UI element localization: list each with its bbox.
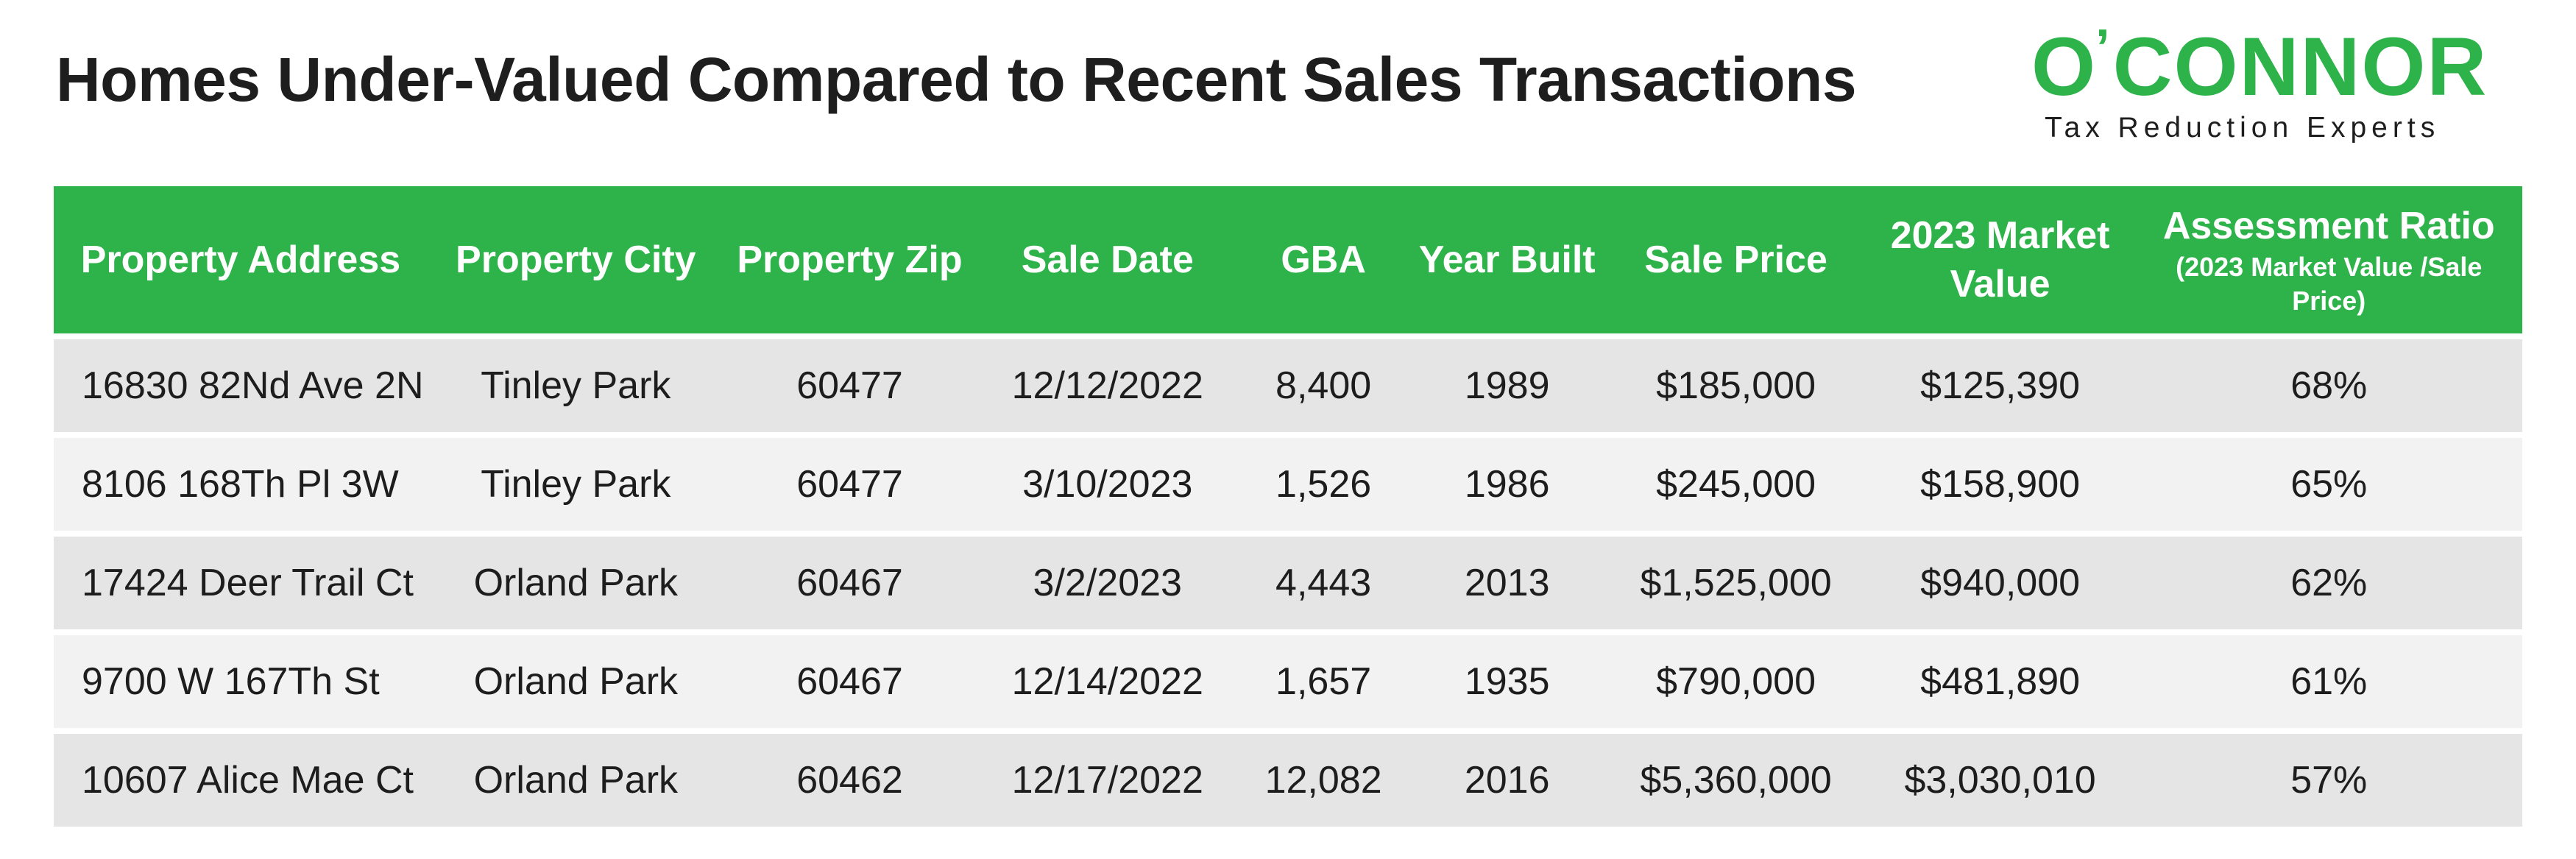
cell-city: Orland Park: [427, 629, 724, 728]
cell-address: 17424 Deer Trail Ct: [54, 531, 428, 629]
cell-market-value: $481,890: [1864, 629, 2136, 728]
cell-address: 10607 Alice Mae Ct: [54, 728, 428, 827]
table-row: 8106 168Th Pl 3W Tinley Park 60477 3/10/…: [54, 432, 2522, 531]
cell-zip: 60477: [723, 333, 976, 432]
cell-year-built: 2016: [1406, 728, 1607, 827]
cell-year-built: 1986: [1406, 432, 1607, 531]
cell-city: Orland Park: [427, 728, 724, 827]
column-header-year-built: Year Built: [1406, 186, 1607, 333]
cell-assessment-ratio: 61%: [2135, 629, 2522, 728]
cell-gba: 8,400: [1239, 333, 1407, 432]
cell-assessment-ratio: 57%: [2135, 728, 2522, 827]
cell-market-value: $158,900: [1864, 432, 2136, 531]
cell-sale-price: $790,000: [1607, 629, 1865, 728]
page-title: Homes Under-Valued Compared to Recent Sa…: [56, 45, 1857, 114]
cell-gba: 4,443: [1239, 531, 1407, 629]
column-header-assessment-ratio-note: (2023 Market Value /Sale Price): [2176, 252, 2483, 316]
cell-sale-price: $185,000: [1607, 333, 1865, 432]
cell-market-value: $125,390: [1864, 333, 2136, 432]
column-header-sale-price: Sale Price: [1607, 186, 1865, 333]
table-row: 10607 Alice Mae Ct Orland Park 60462 12/…: [54, 728, 2522, 827]
cell-zip: 60477: [723, 432, 976, 531]
cell-sale-price: $5,360,000: [1607, 728, 1865, 827]
cell-city: Orland Park: [427, 531, 724, 629]
cell-address: 16830 82Nd Ave 2N: [54, 333, 428, 432]
cell-sale-price: $245,000: [1607, 432, 1865, 531]
cell-gba: 12,082: [1239, 728, 1407, 827]
cell-gba: 1,526: [1239, 432, 1407, 531]
cell-sale-date: 12/12/2022: [975, 333, 1240, 432]
column-header-property-address: Property Address: [54, 186, 428, 333]
table-row: 9700 W 167Th St Orland Park 60467 12/14/…: [54, 629, 2522, 728]
cell-address: 8106 168Th Pl 3W: [54, 432, 428, 531]
logo-tagline: Tax Reduction Experts: [2045, 112, 2441, 144]
cell-city: Tinley Park: [427, 333, 724, 432]
table-row: 16830 82Nd Ave 2N Tinley Park 60477 12/1…: [54, 333, 2522, 432]
column-header-property-zip: Property Zip: [723, 186, 976, 333]
cell-assessment-ratio: 62%: [2135, 531, 2522, 629]
column-header-sale-date: Sale Date: [975, 186, 1240, 333]
cell-zip: 60467: [723, 629, 976, 728]
cell-sale-date: 12/14/2022: [975, 629, 1240, 728]
table-header-row: Property Address Property City Property …: [54, 186, 2522, 333]
cell-gba: 1,657: [1239, 629, 1407, 728]
cell-address: 9700 W 167Th St: [54, 629, 428, 728]
column-header-gba: GBA: [1239, 186, 1407, 333]
logo-word-connor: CONNOR: [2112, 20, 2488, 113]
cell-year-built: 2013: [1406, 531, 1607, 629]
cell-year-built: 1989: [1406, 333, 1607, 432]
column-header-market-value: 2023 Market Value: [1864, 186, 2136, 333]
cell-assessment-ratio: 68%: [2135, 333, 2522, 432]
cell-market-value: $940,000: [1864, 531, 2136, 629]
cell-year-built: 1935: [1406, 629, 1607, 728]
logo-apostrophe: ’: [2095, 18, 2112, 76]
cell-sale-date: 3/2/2023: [975, 531, 1240, 629]
logo-wordmark: O’ CONNOR: [2031, 18, 2488, 113]
cell-sale-date: 12/17/2022: [975, 728, 1240, 827]
cell-city: Tinley Park: [427, 432, 724, 531]
cell-market-value: $3,030,010: [1864, 728, 2136, 827]
cell-sale-price: $1,525,000: [1607, 531, 1865, 629]
column-header-assessment-ratio: Assessment Ratio (2023 Market Value /Sale…: [2135, 186, 2522, 333]
cell-assessment-ratio: 65%: [2135, 432, 2522, 531]
cell-zip: 60467: [723, 531, 976, 629]
table-row: 17424 Deer Trail Ct Orland Park 60467 3/…: [54, 531, 2522, 629]
cell-zip: 60462: [723, 728, 976, 827]
column-header-property-city: Property City: [427, 186, 724, 333]
cell-sale-date: 3/10/2023: [975, 432, 1240, 531]
sales-comparison-table: Property Address Property City Property …: [54, 186, 2522, 827]
oconnor-logo: O’ CONNOR Tax Reduction Experts: [2031, 18, 2532, 147]
logo-letter-o: O: [2031, 20, 2098, 113]
